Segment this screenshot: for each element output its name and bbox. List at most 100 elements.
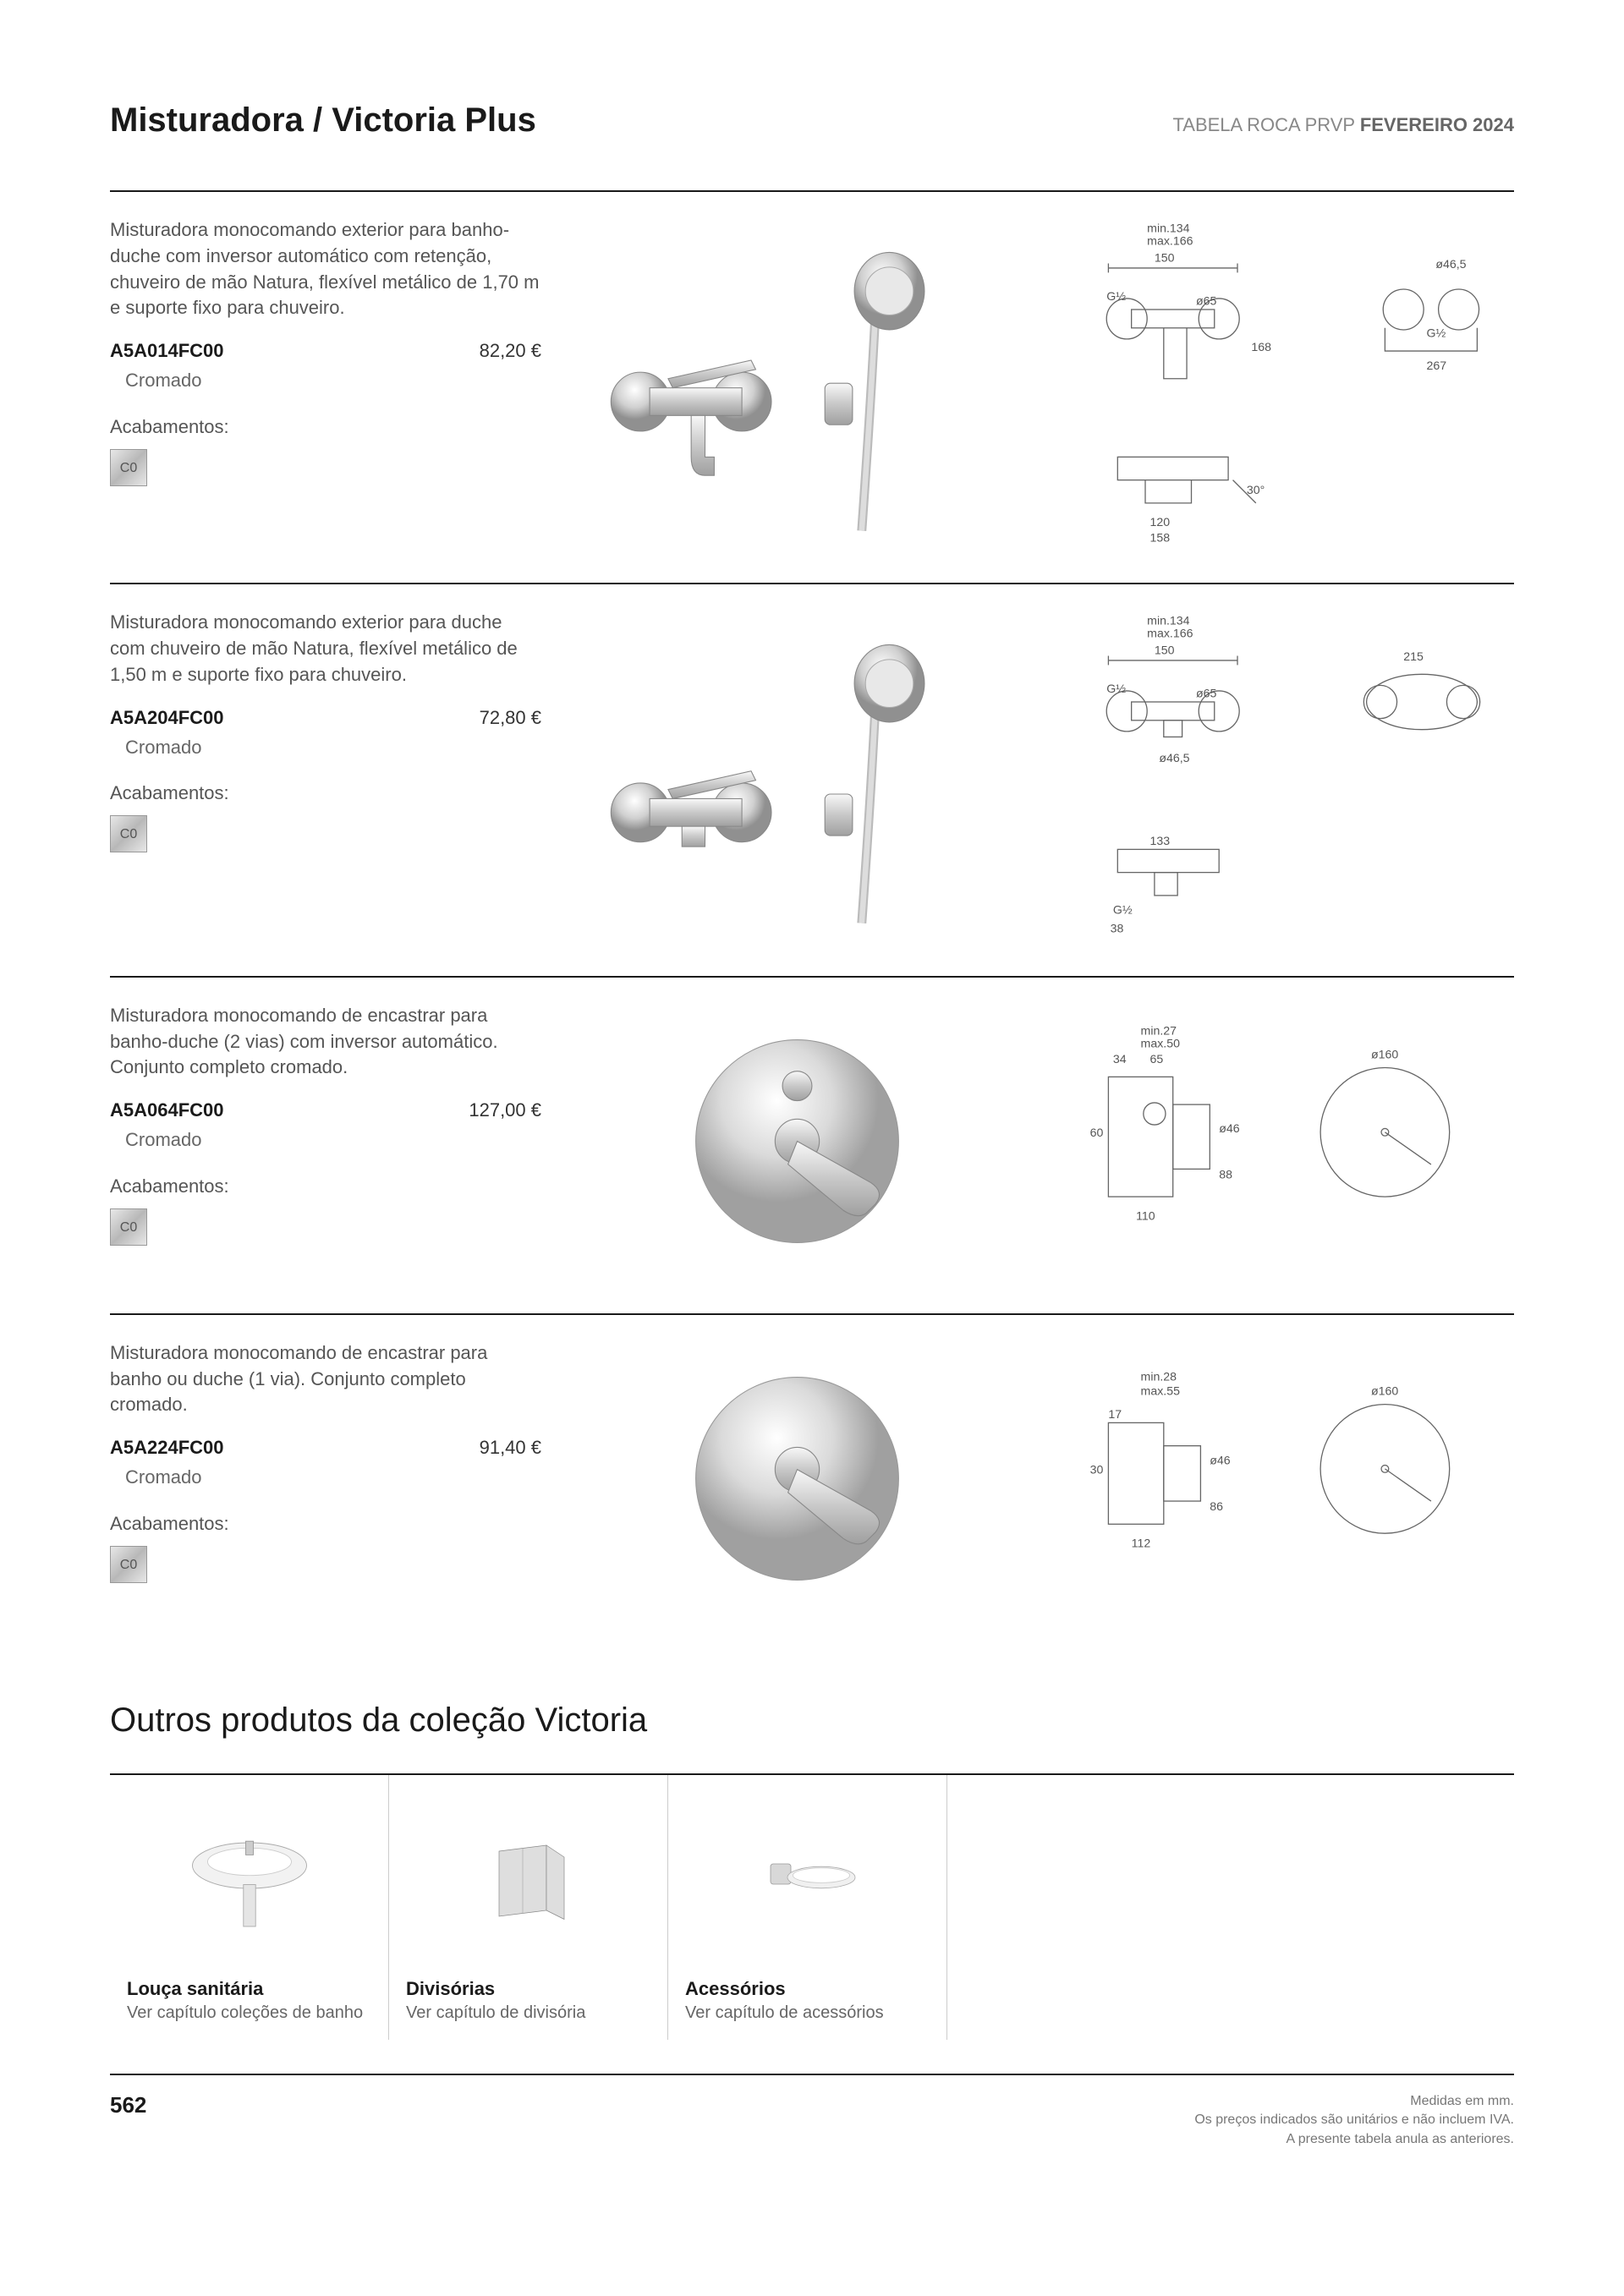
svg-text:min.28: min.28 [1141,1371,1177,1384]
svg-text:120: 120 [1149,516,1170,529]
svg-text:G½: G½ [1113,904,1133,918]
tabela-date: FEVEREIRO 2024 [1360,114,1514,135]
svg-text:min.27: min.27 [1141,1024,1177,1038]
product-info: Misturadora monocomando de encastrar par… [110,1340,541,1617]
tabela-prefix: TABELA ROCA PRVP [1172,114,1359,135]
svg-text:60: 60 [1090,1126,1104,1140]
product-description: Misturadora monocomando de encastrar par… [110,1340,541,1418]
svg-text:158: 158 [1149,532,1170,545]
collection-card-accessories: Acessórios Ver capítulo de acessórios [668,1775,947,2040]
product-info: Misturadora monocomando exterior para ba… [110,217,541,549]
svg-text:ø46,5: ø46,5 [1159,752,1189,765]
page-number: 562 [110,2092,146,2118]
svg-text:min.134: min.134 [1147,615,1189,628]
svg-text:86: 86 [1210,1500,1223,1514]
sku-price-row: A5A014FC00 82,20 € [110,338,541,364]
svg-text:ø160: ø160 [1371,1385,1398,1399]
svg-text:G½: G½ [1106,682,1126,696]
product-sku: A5A224FC00 [110,1435,224,1461]
product-sku: A5A064FC00 [110,1098,224,1124]
page-footer: 562 Medidas em mm. Os preços indicados s… [110,2074,1514,2149]
product-description: Misturadora monocomando exterior para ba… [110,217,541,321]
collection-card-title: Louça sanitária [127,1978,371,2000]
product-row: Misturadora monocomando de encastrar par… [110,1313,1514,1651]
svg-text:267: 267 [1426,359,1446,373]
svg-text:max.166: max.166 [1147,235,1193,249]
footer-line: Os preços indicados são unitários e não … [1194,2111,1514,2129]
svg-text:150: 150 [1155,251,1175,265]
product-row: Misturadora monocomando exterior para ba… [110,190,1514,583]
finishes-label: Acabamentos: [110,1511,541,1537]
sku-price-row: A5A224FC00 91,40 € [110,1435,541,1461]
finish-chip: C0 [110,449,147,486]
product-description: Misturadora monocomando de encastrar par… [110,1003,541,1081]
svg-text:112: 112 [1132,1537,1151,1551]
svg-text:110: 110 [1136,1209,1155,1223]
product-row: Misturadora monocomando de encastrar par… [110,976,1514,1313]
finish-chip: C0 [110,1208,147,1246]
svg-text:38: 38 [1111,923,1124,936]
concealed-mixer-single-icon [567,1340,1028,1617]
collection-card-partitions: Divisórias Ver capítulo de divisória [389,1775,668,2040]
product-price: 91,40 € [480,1435,541,1461]
product-price: 72,80 € [480,705,541,732]
technical-drawing: max.55 min.28 17 30 ø46 86 112 ø160 [1053,1340,1514,1617]
svg-text:ø65: ø65 [1196,295,1217,309]
shower-mixer-icon [567,610,1028,941]
finish-name: Cromado [125,735,541,761]
tech-drawing-icon: 150 max.166 min.134 ø65 G½ 168 ø46,5 G½ … [1053,217,1514,549]
sanitary-ware-icon [127,1800,371,1961]
technical-drawing: 150 max.166 min.134 ø65 G½ 168 ø46,5 G½ … [1053,217,1514,549]
svg-text:G½: G½ [1426,327,1446,341]
soap-dish-icon [685,1800,930,1961]
svg-text:150: 150 [1155,644,1175,658]
product-image [567,1003,1028,1280]
collection-card-subtitle: Ver capítulo de divisória [406,2003,650,2023]
header-date: TABELA ROCA PRVP FEVEREIRO 2024 [1172,114,1514,136]
finishes-label: Acabamentos: [110,781,541,807]
collection-card-title: Divisórias [406,1978,650,2000]
svg-text:ø46: ø46 [1219,1121,1240,1135]
product-sku: A5A014FC00 [110,338,224,364]
finishes-label: Acabamentos: [110,414,541,441]
svg-text:G½: G½ [1106,290,1126,304]
product-image [567,1340,1028,1617]
product-image [567,610,1028,941]
product-description: Misturadora monocomando exterior para du… [110,610,541,688]
technical-drawing: 150 max.166 min.134 ø65 G½ 215 ø46,5 133… [1053,610,1514,941]
svg-text:34: 34 [1113,1053,1127,1066]
svg-text:133: 133 [1149,835,1170,848]
footer-line: A presente tabela anula as anteriores. [1194,2130,1514,2149]
tech-drawing-icon: 150 max.166 min.134 ø65 G½ 215 ø46,5 133… [1053,610,1514,941]
svg-text:215: 215 [1403,650,1424,664]
svg-text:30: 30 [1090,1464,1104,1477]
collection-card-subtitle: Ver capítulo de acessórios [685,2003,930,2023]
svg-text:17: 17 [1108,1408,1122,1422]
svg-text:ø46,5: ø46,5 [1435,258,1466,271]
svg-text:ø65: ø65 [1196,688,1217,701]
finish-chip: C0 [110,815,147,852]
product-info: Misturadora monocomando de encastrar par… [110,1003,541,1280]
product-sku: A5A204FC00 [110,705,224,732]
footer-notes: Medidas em mm. Os preços indicados são u… [1194,2092,1514,2149]
finish-name: Cromado [125,368,541,394]
sku-price-row: A5A064FC00 127,00 € [110,1098,541,1124]
concealed-mixer-icon [567,1003,1028,1280]
finishes-label: Acabamentos: [110,1174,541,1200]
shower-enclosure-icon [406,1800,650,1961]
product-price: 127,00 € [469,1098,541,1124]
svg-text:max.55: max.55 [1141,1385,1181,1399]
svg-text:ø160: ø160 [1371,1048,1398,1061]
svg-text:max.166: max.166 [1147,627,1193,641]
finish-name: Cromado [125,1127,541,1153]
svg-text:30°: 30° [1247,484,1265,497]
svg-text:max.50: max.50 [1141,1037,1181,1050]
tech-drawing-icon: 34 65 max.50 min.27 60 ø46 88 110 ø160 [1053,1022,1514,1261]
technical-drawing: 34 65 max.50 min.27 60 ø46 88 110 ø160 [1053,1003,1514,1280]
finish-name: Cromado [125,1465,541,1491]
collection-card-sanitary: Louça sanitária Ver capítulo coleções de… [110,1775,389,2040]
svg-text:88: 88 [1219,1168,1232,1181]
product-image [567,217,1028,549]
faucet-shower-icon [567,217,1028,549]
svg-text:65: 65 [1149,1053,1163,1066]
